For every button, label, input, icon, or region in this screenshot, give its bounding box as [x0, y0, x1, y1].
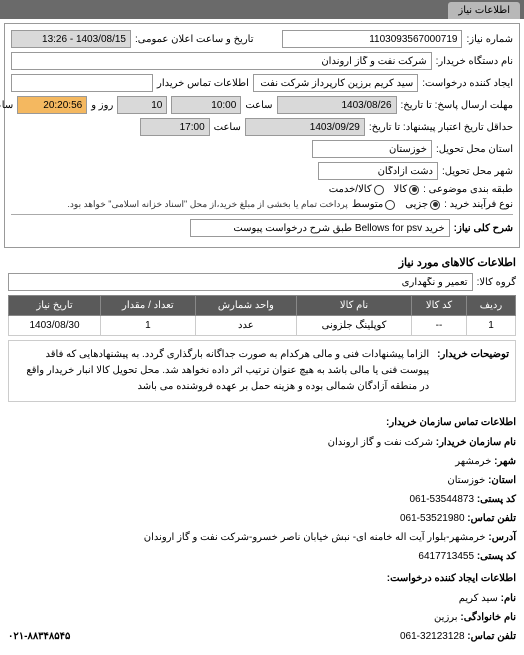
cat-label: طبقه بندی موضوعی : [423, 184, 513, 195]
req-no-field [282, 30, 462, 48]
contact-info-label: اطلاعات تماس خریدار [157, 78, 249, 89]
cell-unit: عدد [195, 316, 296, 336]
tab-bar: اطلاعات نیاز [0, 0, 524, 19]
buyer-field [11, 52, 432, 70]
cpostal-v: 6417713455 [418, 551, 474, 562]
col-code: کد کالا [412, 296, 467, 316]
counter-day-label: روز و [91, 100, 113, 111]
counter-time [17, 96, 87, 114]
cell-date: 1403/08/30 [9, 316, 101, 336]
pub-date-field [11, 30, 131, 48]
validity-date [245, 118, 365, 136]
col-row: ردیف [467, 296, 516, 316]
time-label-1: ساعت [245, 100, 272, 111]
tab-info[interactable]: اطلاعات نیاز [448, 2, 520, 19]
cphone-k: تلفن تماس: [467, 631, 516, 642]
counter-days [117, 96, 167, 114]
goods-header-row: ردیف کد کالا نام کالا واحد شمارش تعداد /… [9, 296, 516, 316]
validity-time [140, 118, 210, 136]
buyer-label: نام دستگاه خریدار: [436, 56, 513, 67]
radio-service-label: کالا/خدمت [329, 184, 372, 195]
creator-field [253, 74, 418, 92]
cphone-v: 32123128-061 [400, 631, 465, 642]
radio-minor-label: جزیی [405, 199, 428, 210]
buyer-org-v: شرکت نفت و گاز اروندان [328, 437, 433, 448]
radio-goods[interactable] [409, 185, 419, 195]
radio-medium[interactable] [385, 200, 395, 210]
lname-v: برزین [434, 612, 458, 623]
remarks-label: توضیحات خریدار: [437, 347, 509, 395]
remarks-block: توضیحات خریدار: الزاما پیشنهادات فنی و م… [8, 340, 516, 402]
radio-minor[interactable] [430, 200, 440, 210]
cell-name: کوپلینگ جلزونی [297, 316, 412, 336]
city-k: شهر: [494, 456, 516, 467]
postal-k: کد پستی: [477, 494, 516, 505]
group-field [8, 273, 473, 291]
city-v: خرمشهر [455, 456, 491, 467]
group-label: گروه کالا: [477, 277, 516, 288]
postal-v: 53544873-061 [410, 494, 475, 505]
lname-k: نام خانوادگی: [460, 612, 516, 623]
address-v: خرمشهر-بلوار آیت اله خامنه ای- نبش خیابا… [144, 532, 486, 543]
deadline-send-label: مهلت ارسال پاسخ: تا تاریخ: [401, 100, 513, 111]
proc-note: پرداخت تمام یا بخشی از مبلغ خرید،از محل … [67, 199, 347, 210]
proc-label: نوع فرآیند خرید : [444, 199, 513, 210]
address-k: آدرس: [488, 532, 516, 543]
remarks-text: الزاما پیشنهادات فنی و مالی هرکدام به صو… [15, 347, 429, 395]
cpostal-k: کد پستی: [477, 551, 516, 562]
province-label: استان محل تحویل: [436, 144, 513, 155]
radio-medium-label: متوسط [352, 199, 383, 210]
phone-v: 53521980-061 [400, 513, 465, 524]
phone-k: تلفن تماس: [467, 513, 516, 524]
city-field [318, 162, 438, 180]
buyer-org-k: نام سازمان خریدار: [436, 437, 516, 448]
goods-section-title: اطلاعات کالاهای مورد نیاز [0, 252, 524, 273]
contact-block: اطلاعات تماس سازمان خریدار: نام سازمان خ… [0, 406, 524, 655]
request-form: شماره نیاز: تاریخ و ساعت اعلان عمومی: نا… [4, 23, 520, 248]
subject-field [190, 219, 450, 237]
creator-label: ایجاد کننده درخواست: [422, 78, 513, 89]
subject-label: شرح کلی نیاز: [454, 223, 513, 234]
cell-code: -- [412, 316, 467, 336]
province-k: استان: [488, 475, 516, 486]
buyer-contact-title: اطلاعات تماس سازمان خریدار: [8, 414, 516, 432]
cell-qty: 1 [101, 316, 196, 336]
creator-contact-title: اطلاعات ایجاد کننده درخواست: [8, 570, 516, 588]
validity-label: حداقل تاریخ اعتبار پیشنهاد: تا تاریخ: [369, 122, 513, 133]
radio-service[interactable] [374, 185, 384, 195]
deadline-send-time [171, 96, 241, 114]
province-field [312, 140, 432, 158]
deadline-send-date [277, 96, 397, 114]
time-label-2: ساعت [214, 122, 241, 133]
cat-radio-group: کالا کالا/خدمت [329, 184, 419, 195]
fname-k: نام: [501, 593, 516, 604]
fname-v: سید کریم [459, 593, 498, 604]
pub-date-label: تاریخ و ساعت اعلان عمومی: [135, 34, 254, 45]
contact-info-field[interactable] [11, 74, 153, 92]
col-date: تاریخ نیاز [9, 296, 101, 316]
counter-remain-label: ساعت باقی مانده [0, 100, 13, 111]
col-qty: تعداد / مقدار [101, 296, 196, 316]
city-label: شهر محل تحویل: [442, 166, 513, 177]
table-row: 1 -- کوپلینگ جلزونی عدد 1 1403/08/30 [9, 316, 516, 336]
radio-goods-label: کالا [394, 184, 408, 195]
separator [11, 214, 513, 215]
req-no-label: شماره نیاز: [466, 34, 513, 45]
cell-row: 1 [467, 316, 516, 336]
goods-table: ردیف کد کالا نام کالا واحد شمارش تعداد /… [8, 295, 516, 336]
col-name: نام کالا [297, 296, 412, 316]
col-unit: واحد شمارش [195, 296, 296, 316]
footer-phone: ۰۲۱-۸۸۳۴۸۵۴۵ [8, 628, 70, 646]
proc-radio-group: جزیی متوسط [352, 199, 440, 210]
province-v: خوزستان [447, 475, 485, 486]
